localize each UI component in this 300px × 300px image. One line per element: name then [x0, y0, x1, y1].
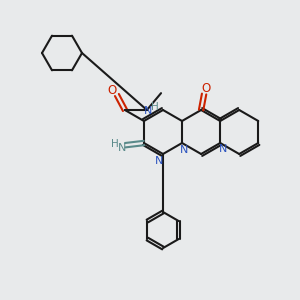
Text: O: O — [107, 83, 116, 97]
Text: N: N — [180, 145, 188, 155]
Text: N: N — [155, 156, 163, 166]
Text: H: H — [111, 139, 119, 149]
Text: N: N — [219, 144, 227, 154]
Text: N: N — [118, 143, 126, 153]
Text: O: O — [202, 82, 211, 95]
Text: N: N — [144, 106, 152, 116]
Text: H: H — [151, 102, 159, 112]
